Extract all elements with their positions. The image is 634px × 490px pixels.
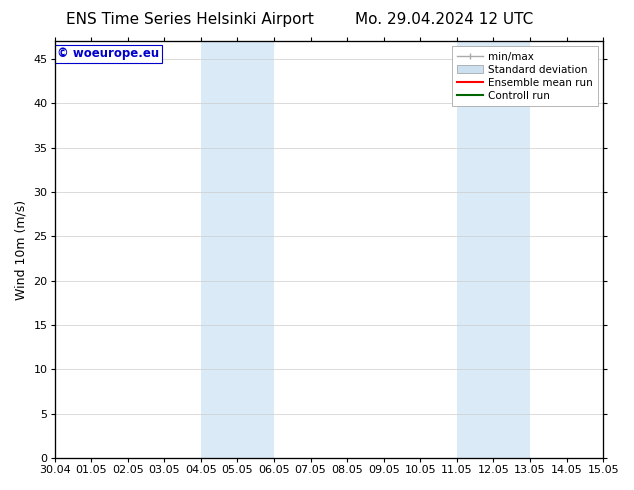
Bar [457,41,493,458]
Bar [238,41,274,458]
Bar [493,41,530,458]
Y-axis label: Wind 10m (m/s): Wind 10m (m/s) [15,199,28,300]
Text: Mo. 29.04.2024 12 UTC: Mo. 29.04.2024 12 UTC [354,12,533,27]
Bar [201,41,238,458]
Text: © woeurope.eu: © woeurope.eu [57,48,160,60]
Text: ENS Time Series Helsinki Airport: ENS Time Series Helsinki Airport [67,12,314,27]
Legend: min/max, Standard deviation, Ensemble mean run, Controll run: min/max, Standard deviation, Ensemble me… [451,47,598,106]
